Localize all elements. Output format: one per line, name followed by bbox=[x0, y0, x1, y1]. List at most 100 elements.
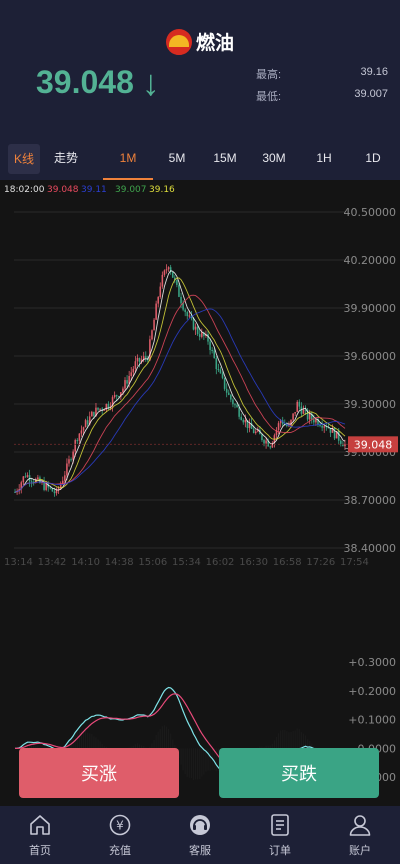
info-ma-value: 39.007 bbox=[115, 185, 147, 195]
candle-body bbox=[223, 377, 226, 389]
candle-body bbox=[234, 404, 236, 406]
candle-body bbox=[171, 271, 174, 278]
kline-chart[interactable]: 18:02:00 39.048 39.11 39.007 39.16 40.50000 4… bbox=[0, 180, 400, 813]
candle-body bbox=[246, 419, 249, 428]
candle-body bbox=[298, 401, 301, 407]
nav-label-orders: 订单 bbox=[269, 845, 291, 857]
time-tick-label: 14:10 bbox=[71, 557, 100, 568]
candle-body bbox=[115, 395, 118, 397]
candle-body bbox=[215, 358, 218, 370]
candle-body bbox=[296, 401, 299, 413]
price-axis: 40.50000 40.20000 39.90000 39.60000 39.30000… bbox=[14, 206, 398, 555]
candle-body bbox=[22, 476, 25, 483]
time-tick-label: 15:06 bbox=[138, 557, 167, 568]
candle-body bbox=[310, 413, 313, 420]
candle-body bbox=[117, 396, 120, 398]
candle-body bbox=[302, 409, 305, 414]
candle-body bbox=[209, 341, 211, 351]
candle-body bbox=[317, 419, 319, 425]
header: 燃油 39.048 ↓ 最高: 39.16 最低: 39.007 bbox=[0, 0, 400, 140]
current-price-label: 39.048 bbox=[354, 438, 393, 451]
nav-item-recharge[interactable]: ¥ 充值 bbox=[80, 806, 160, 864]
candle-body bbox=[91, 411, 93, 417]
candle-body bbox=[315, 419, 317, 423]
candle-body bbox=[333, 427, 336, 439]
candle-body bbox=[59, 483, 62, 489]
buy-up-button[interactable]: 买涨 bbox=[19, 748, 179, 798]
tab-kline[interactable]: K线 bbox=[8, 144, 40, 174]
time-tick-label: 13:14 bbox=[4, 557, 33, 568]
candle-body bbox=[134, 361, 137, 369]
candle-body bbox=[275, 429, 278, 436]
candle-body bbox=[178, 284, 180, 297]
candle-body bbox=[86, 420, 89, 425]
macd-tick-label: +0.2000 bbox=[348, 685, 396, 698]
tab-5m[interactable]: 5M bbox=[168, 151, 186, 165]
candle-body bbox=[76, 440, 79, 442]
buy-down-button[interactable]: 买跌 bbox=[219, 748, 379, 798]
low-label: 最低: bbox=[256, 91, 282, 103]
candle-body bbox=[120, 392, 122, 397]
tab-1h[interactable]: 1H bbox=[316, 151, 332, 165]
brand-name: 燃油 bbox=[195, 33, 234, 54]
candle-body bbox=[306, 409, 309, 420]
candle-body bbox=[300, 406, 303, 414]
candle-body bbox=[323, 426, 326, 428]
ma-lines bbox=[14, 270, 346, 493]
tab-30m[interactable]: 30M bbox=[262, 151, 286, 165]
candle-body bbox=[99, 408, 101, 410]
candle-body bbox=[155, 303, 157, 320]
candle-body bbox=[169, 267, 172, 272]
high-row: 最高: 39.16 bbox=[256, 66, 388, 82]
candle-body bbox=[192, 318, 195, 330]
candle-body bbox=[165, 269, 168, 271]
candle-body bbox=[37, 477, 39, 480]
macd-tick-label: +0.3000 bbox=[348, 656, 396, 669]
nav-item-home[interactable]: 首页 bbox=[0, 806, 80, 864]
candle-body bbox=[308, 413, 311, 420]
tab-1m[interactable]: 1M bbox=[119, 151, 137, 165]
candle-body bbox=[279, 420, 282, 424]
candle-body bbox=[184, 309, 186, 313]
candle-body bbox=[329, 428, 332, 433]
candle-body bbox=[18, 489, 20, 491]
candle-body bbox=[340, 440, 342, 444]
candle-body bbox=[225, 388, 228, 393]
candle-body bbox=[163, 270, 166, 275]
candles bbox=[14, 264, 346, 497]
candle-body bbox=[281, 420, 284, 425]
tab-15m[interactable]: 15M bbox=[213, 151, 237, 165]
price-tick-label: 39.30000 bbox=[344, 398, 397, 411]
candle-body bbox=[128, 376, 130, 384]
time-tick-label: 16:02 bbox=[206, 557, 235, 568]
low-value: 39.007 bbox=[354, 88, 388, 100]
candle-body bbox=[240, 416, 243, 420]
candle-body bbox=[188, 315, 191, 317]
tab-trend[interactable]: 走势 bbox=[53, 151, 78, 165]
ma30-line bbox=[14, 308, 346, 493]
nav-label-service: 客服 bbox=[189, 845, 211, 857]
candle-body bbox=[70, 459, 72, 461]
nav-item-orders[interactable]: 订单 bbox=[240, 806, 320, 864]
nav-item-account[interactable]: 账户 bbox=[320, 806, 400, 864]
price-tick-label: 40.20000 bbox=[344, 254, 397, 267]
candle-body bbox=[24, 476, 27, 478]
candle-body bbox=[217, 369, 220, 371]
tab-1d[interactable]: 1D bbox=[365, 151, 381, 165]
candle-body bbox=[200, 332, 203, 337]
nav-item-service[interactable]: 客服 bbox=[160, 806, 240, 864]
candle-body bbox=[271, 442, 274, 448]
candle-body bbox=[103, 409, 106, 411]
kline-chart-svg: 18:02:00 39.048 39.11 39.007 39.16 40.500004… bbox=[4, 185, 398, 813]
high-label: 最高: bbox=[256, 69, 282, 81]
candle-body bbox=[176, 280, 178, 285]
candle-body bbox=[194, 326, 197, 330]
price-tick-label: 40.50000 bbox=[344, 206, 397, 219]
nav-label-account: 账户 bbox=[349, 845, 371, 857]
candle-body bbox=[319, 424, 321, 426]
candle-body bbox=[144, 356, 147, 358]
candle-body bbox=[55, 489, 58, 494]
candle-body bbox=[151, 330, 153, 340]
candle-body bbox=[84, 420, 87, 428]
candle-body bbox=[68, 459, 70, 464]
